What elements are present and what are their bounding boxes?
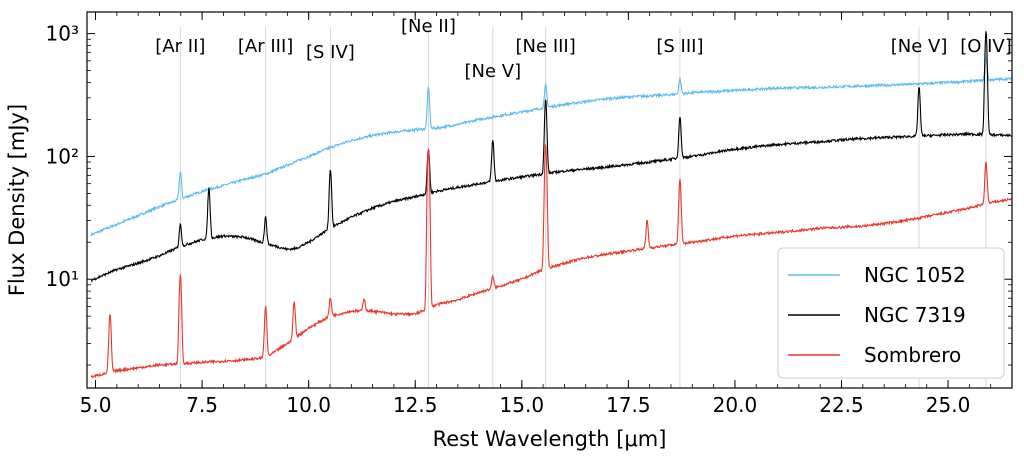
marker-label: [Ne III] [516, 36, 576, 57]
series-line [90, 144, 1012, 379]
marker-label: [Ne V] [891, 36, 948, 57]
plot-frame [86, 11, 1013, 389]
marker-label: [S IV] [306, 42, 355, 63]
x-axis-label: Rest Wavelength [μm] [433, 427, 667, 451]
legend: NGC 1052 NGC 7319 Sombrero [777, 247, 1005, 379]
y-tick-label: 10³ [46, 22, 79, 46]
marker-label: [Ar III] [238, 36, 293, 57]
legend-label: NGC 1052 [864, 263, 966, 287]
marker-label: [O IV] [960, 36, 1012, 57]
x-tick-label: 10.0 [286, 393, 331, 417]
x-tick-label: 25.0 [926, 393, 971, 417]
x-axis-ticks: 5.0 7.5 10.0 12.5 15.0 17.5 20.0 22.5 25.0 [80, 12, 1013, 417]
series-line [90, 56, 1012, 237]
x-tick-label: 20.0 [713, 393, 758, 417]
x-tick-label: 7.5 [186, 393, 218, 417]
y-tick-label: 10¹ [46, 267, 79, 291]
x-tick-label: 15.0 [500, 393, 545, 417]
marker-label: [Ne II] [401, 16, 456, 37]
marker-label: [Ne V] [464, 61, 521, 82]
y-tick-label: 10² [46, 144, 79, 168]
x-tick-label: 5.0 [80, 393, 112, 417]
legend-label: Sombrero [864, 343, 961, 367]
legend-label: NGC 7319 [864, 303, 966, 327]
marker-label: [Ar II] [155, 36, 205, 57]
x-tick-label: 12.5 [393, 393, 438, 417]
legend-box [777, 247, 1005, 379]
marker-label: [S III] [656, 36, 703, 57]
x-tick-label: 22.5 [819, 393, 864, 417]
y-axis-ticks: 10¹ 10² 10³ [46, 22, 1012, 366]
spectra-series [90, 31, 1012, 379]
x-tick-label: 17.5 [606, 393, 651, 417]
series-line [90, 31, 1012, 283]
y-axis-label: Flux Density [mJy] [5, 104, 29, 296]
